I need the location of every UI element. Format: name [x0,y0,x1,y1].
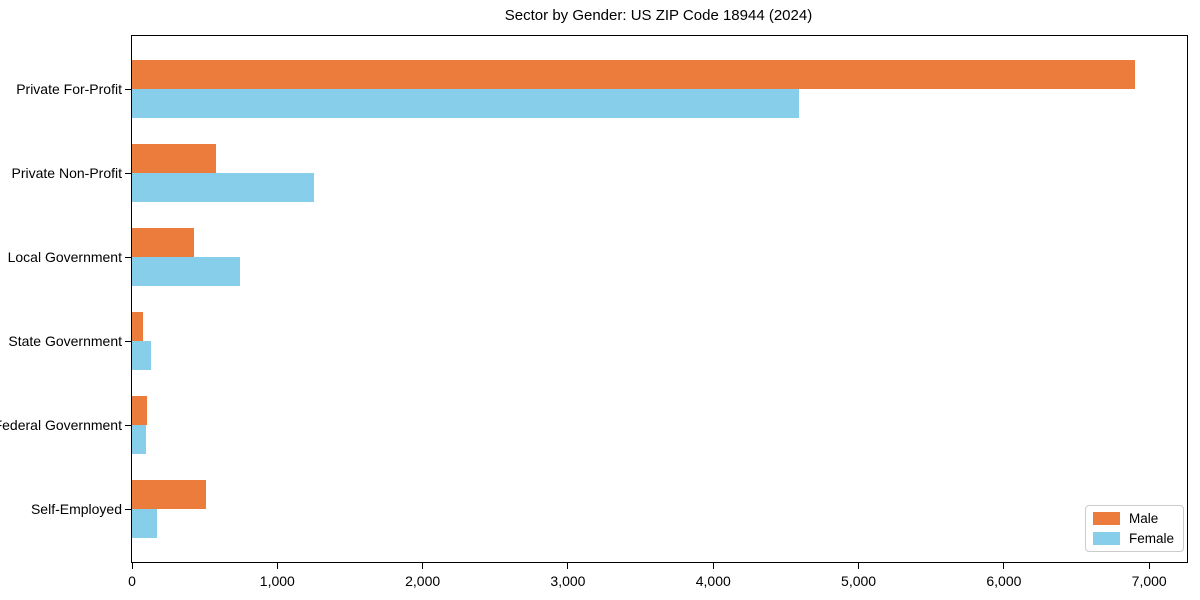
legend-item-female: Female [1092,530,1174,546]
bar-female-1 [132,173,314,202]
x-axis-tick [276,563,278,569]
x-axis-tick-label: 6,000 [986,573,1022,589]
bar-male-2 [132,228,194,257]
plot-area: 0 1,000 2,000 3,000 4,000 5,000 6,000 7,000 Priv… [0,35,1188,589]
x-axis-tick-label: 4,000 [695,573,731,589]
x-axis-tick-label: 1,000 [259,573,295,589]
y-axis-tick-label: Self-Employed [30,501,122,517]
bar-female-5 [132,509,157,538]
x-axis-tick [712,563,714,569]
x-axis-tick-label: 2,000 [405,573,441,589]
legend: Male Female [1084,505,1184,552]
legend-label-female: Female [1128,530,1174,546]
y-axis-tick [125,509,131,510]
bar-male-4 [132,396,147,425]
y-axis-tick [125,425,131,426]
x-axis-tick-label: 3,000 [550,573,586,589]
x-axis-tick [858,563,860,569]
y-axis-tick [125,173,131,174]
y-axis-tick-label: State Government [8,333,122,349]
bar-male-1 [132,144,217,173]
y-axis-tick-label: Federal Government [0,417,122,433]
chart-title: Sector by Gender: US ZIP Code 18944 (202… [504,7,813,24]
x-axis-tick [1003,563,1005,569]
x-axis-tick [1148,563,1150,569]
legend-swatch-male [1092,512,1120,526]
bar-female-3 [132,341,151,370]
y-axis-tick-label: Private For-Profit [16,81,122,97]
x-axis-tick [567,563,569,569]
bar-female-2 [132,257,240,286]
y-axis-tick [125,89,131,90]
x-axis-tick [131,563,133,569]
bar-female-0 [132,89,799,118]
y-axis-tick-label: Local Government [7,249,122,265]
bar-female-4 [132,425,146,454]
legend-label-male: Male [1128,511,1159,526]
x-axis-tick-label: 0 [128,573,136,589]
y-axis-tick [125,341,131,342]
x-axis-tick-label: 5,000 [841,573,877,589]
bar-male-3 [132,312,143,341]
legend-item-male: Male [1092,511,1174,526]
x-axis-tick [422,563,424,569]
bar-male-0 [132,60,1135,89]
y-axis-tick-label: Private Non-Profit [11,165,122,181]
x-axis-tick-label: 7,000 [1131,573,1167,589]
y-axis-tick [125,257,131,258]
legend-swatch-female [1092,531,1120,545]
bar-male-5 [132,480,207,509]
